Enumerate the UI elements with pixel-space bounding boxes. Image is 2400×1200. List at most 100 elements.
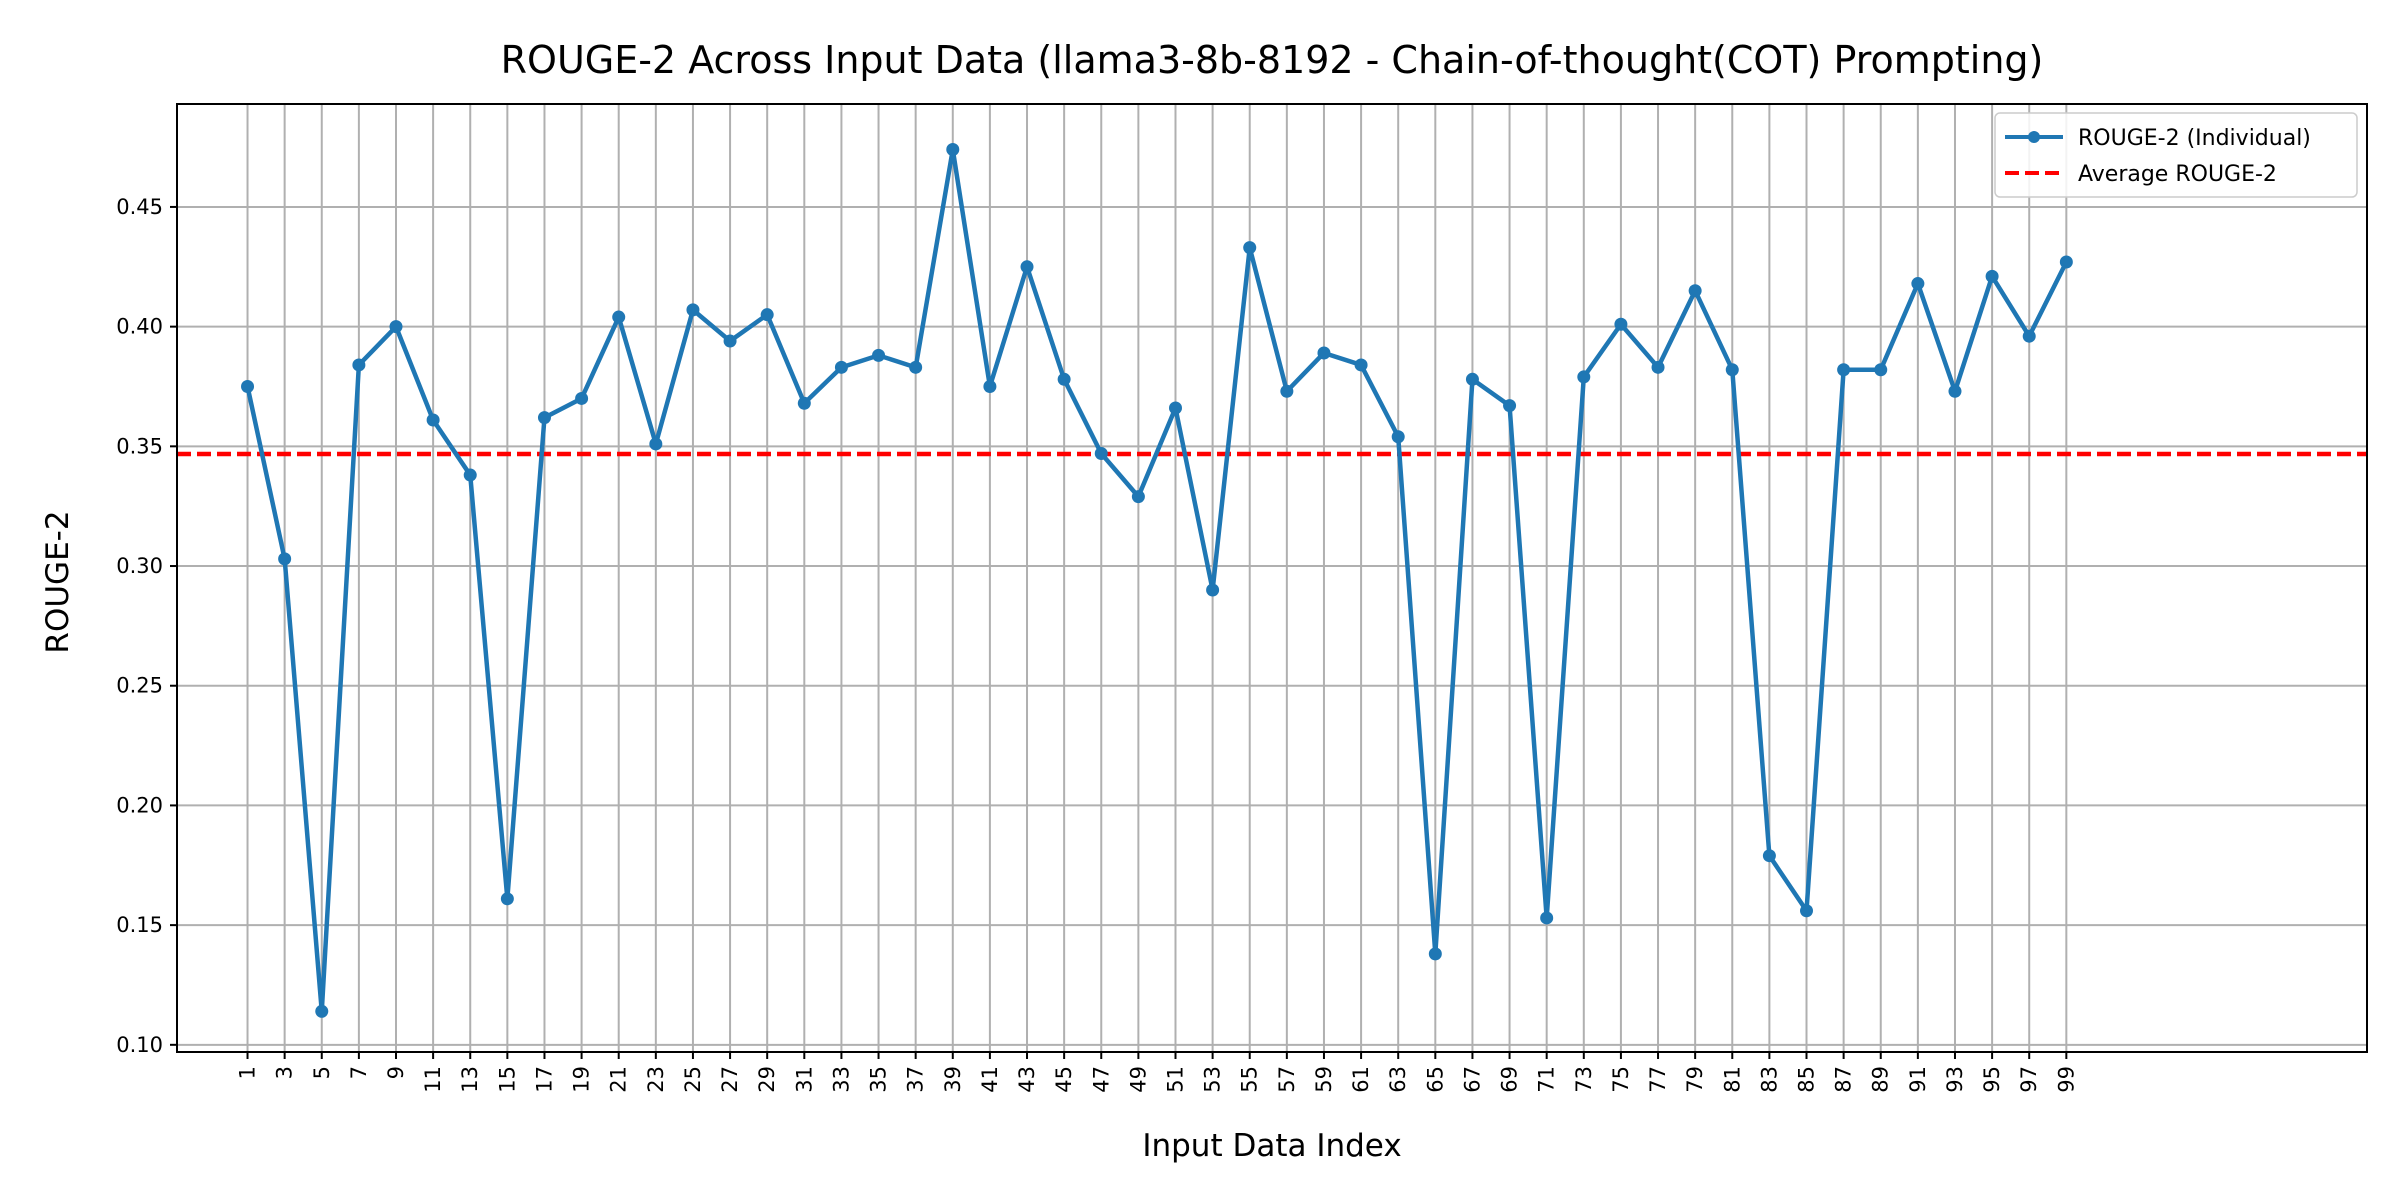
x-tick-label: 55 (1238, 1066, 1262, 1093)
x-tick-label: 9 (384, 1066, 408, 1079)
x-tick-label: 63 (1386, 1066, 1410, 1093)
x-tick-label: 13 (458, 1066, 482, 1093)
x-tick-label: 41 (978, 1066, 1002, 1093)
x-tick-label: 47 (1089, 1066, 1113, 1093)
data-point (1057, 372, 1071, 386)
x-tick-label: 1 (236, 1066, 260, 1079)
data-point (1911, 277, 1925, 291)
x-tick-label: 75 (1609, 1066, 1633, 1093)
data-point (1391, 430, 1405, 444)
x-tick-label: 23 (644, 1066, 668, 1093)
y-tick-label: 0.40 (116, 315, 163, 339)
x-tick-label: 81 (1720, 1066, 1744, 1093)
data-point (315, 1004, 329, 1018)
data-point (1725, 363, 1739, 377)
data-point (500, 892, 514, 906)
data-point (426, 413, 440, 427)
x-tick-label: 77 (1646, 1066, 1670, 1093)
x-tick-label: 83 (1757, 1066, 1781, 1093)
data-point (389, 320, 403, 334)
x-tick-label: 3 (273, 1066, 297, 1079)
data-point (1094, 447, 1108, 461)
x-tick-label: 51 (1163, 1066, 1187, 1093)
x-tick-label: 7 (347, 1066, 371, 1079)
data-point (1948, 384, 1962, 398)
series-line-individual (245, 147, 2069, 1014)
x-tick-label: 39 (941, 1066, 965, 1093)
x-tick-label: 29 (755, 1066, 779, 1093)
data-point (612, 310, 626, 324)
legend-box (1994, 112, 2358, 198)
x-tick-label: 5 (310, 1066, 334, 1079)
data-point (1540, 911, 1554, 925)
data-point (834, 360, 848, 374)
data-point (1837, 363, 1851, 377)
x-tick-label: 53 (1201, 1066, 1225, 1093)
y-tick-label: 0.45 (116, 195, 163, 219)
x-tick-label: 35 (867, 1066, 891, 1093)
x-tick-label: 19 (570, 1066, 594, 1093)
x-tick-label: 45 (1052, 1066, 1076, 1093)
x-tick-label: 85 (1795, 1066, 1819, 1093)
data-point (909, 360, 923, 374)
x-tick-label: 43 (1015, 1066, 1039, 1093)
x-tick-label: 27 (718, 1066, 742, 1093)
x-tick-label: 67 (1460, 1066, 1484, 1093)
x-tick-label: 11 (421, 1066, 445, 1093)
x-tick-label: 99 (2054, 1066, 2078, 1093)
data-point (278, 552, 292, 566)
data-point (1874, 363, 1888, 377)
data-point (1614, 317, 1628, 331)
data-point (1651, 360, 1665, 374)
data-point (1354, 358, 1368, 372)
data-point (1280, 384, 1294, 398)
y-tick-label: 0.15 (116, 913, 163, 937)
y-tick-labels: 0.10 0.15 0.20 0.25 0.30 0.35 0.40 0.45 (116, 195, 177, 1057)
y-tick-label: 0.30 (116, 554, 163, 578)
data-point (2022, 329, 2036, 343)
data-point (872, 348, 886, 362)
legend-label-average: Average ROUGE-2 (2078, 162, 2277, 187)
x-tick-label: 61 (1349, 1066, 1373, 1093)
data-point (649, 437, 663, 451)
x-axis-label: Input Data Index (1142, 1128, 1401, 1164)
data-point (983, 379, 997, 393)
y-tick-label: 0.10 (116, 1033, 163, 1057)
x-tick-label: 15 (495, 1066, 519, 1093)
legend: ROUGE-2 (Individual) Average ROUGE-2 (1994, 112, 2358, 198)
x-tick-label: 93 (1943, 1066, 1967, 1093)
data-point (1428, 947, 1442, 961)
data-point (241, 379, 255, 393)
x-tick-label: 69 (1498, 1066, 1522, 1093)
data-point (723, 334, 737, 348)
x-tick-label: 57 (1275, 1066, 1299, 1093)
x-tick-label: 87 (1832, 1066, 1856, 1093)
data-point (1168, 401, 1182, 415)
x-tick-label: 73 (1572, 1066, 1596, 1093)
data-point (1317, 346, 1331, 360)
data-point (1020, 260, 1034, 274)
data-point (537, 411, 551, 425)
data-point (1131, 490, 1145, 504)
data-point (1688, 284, 1702, 298)
y-axis-label: ROUGE-2 (40, 510, 76, 653)
data-point (575, 391, 589, 405)
x-tick-label: 59 (1312, 1066, 1336, 1093)
x-tick-label: 95 (1980, 1066, 2004, 1093)
legend-marker-individual (2028, 131, 2040, 143)
x-tick-label: 17 (532, 1066, 556, 1093)
x-tick-label: 49 (1126, 1066, 1150, 1093)
data-point (2059, 255, 2073, 269)
x-tick-labels: 1 3 5 7 9 11 13 15 17 19 21 23 25 27 29 31 33 35 37 39 41 43 4… (236, 1052, 2078, 1093)
data-point (1243, 241, 1257, 255)
x-tick-label: 91 (1906, 1066, 1930, 1093)
x-tick-label: 21 (607, 1066, 631, 1093)
chart-title: ROUGE-2 Across Input Data (llama3-8b-819… (501, 38, 2044, 82)
y-tick-label: 0.20 (116, 793, 163, 817)
x-tick-label: 71 (1535, 1066, 1559, 1093)
x-tick-label: 65 (1423, 1066, 1447, 1093)
data-point (797, 396, 811, 410)
y-tick-label: 0.25 (116, 674, 163, 698)
data-point (1206, 583, 1220, 597)
